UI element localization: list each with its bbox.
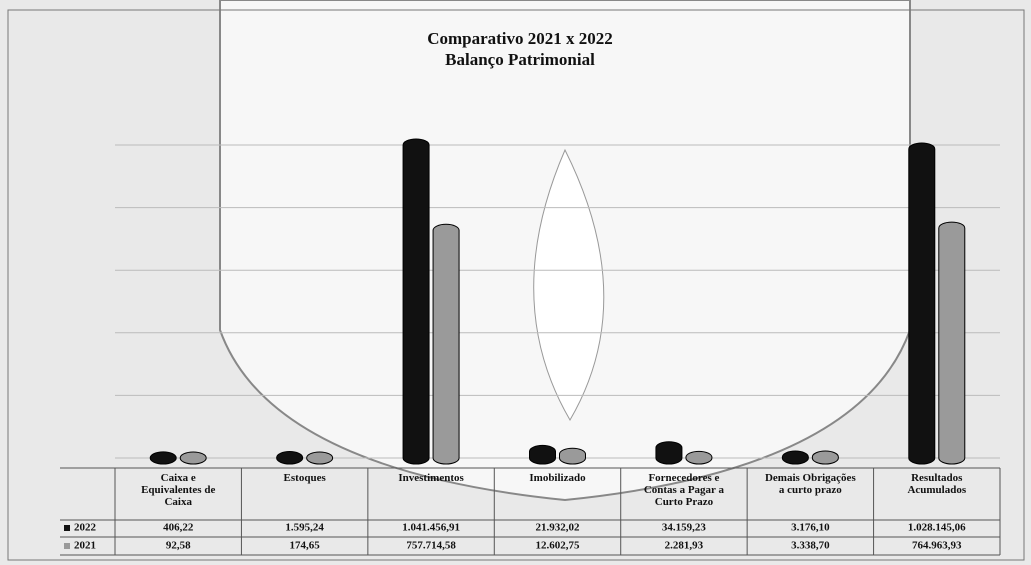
data-label: 406,22 xyxy=(163,522,194,534)
bar xyxy=(277,452,303,464)
data-label: 21.932,02 xyxy=(536,522,581,534)
data-label: 174,65 xyxy=(290,540,321,552)
x-tick-label: Investimentos xyxy=(398,472,464,484)
data-label: 12.602,75 xyxy=(536,540,581,552)
bar xyxy=(656,442,682,464)
data-label: 2.281,93 xyxy=(665,540,704,552)
bar xyxy=(812,451,838,464)
bar xyxy=(560,448,586,464)
bar xyxy=(150,452,176,464)
data-label: 764.963,93 xyxy=(912,540,962,552)
data-label: 92,58 xyxy=(166,540,191,552)
legend-key xyxy=(64,525,70,531)
bar xyxy=(939,222,965,464)
chart-subtitle: Balanço Patrimonial xyxy=(445,50,595,69)
bar xyxy=(530,445,556,464)
legend-label: 2021 xyxy=(74,540,96,552)
bar xyxy=(180,452,206,464)
data-label: 3.176,10 xyxy=(791,522,830,534)
data-label: 1.028.145,06 xyxy=(908,522,966,534)
bar xyxy=(782,451,808,464)
data-label: 1.595,24 xyxy=(285,522,324,534)
bar xyxy=(433,224,459,464)
data-label: 3.338,70 xyxy=(791,540,830,552)
legend-label: 2022 xyxy=(74,522,97,534)
chart-title: Comparativo 2021 x 2022 xyxy=(427,29,613,48)
data-label: 34.159,23 xyxy=(662,522,707,534)
bar xyxy=(403,139,429,464)
chart: Comparativo 2021 x 2022 Balanço Patrimon… xyxy=(0,0,1031,565)
x-tick-label: Imobilizado xyxy=(529,472,586,484)
data-label: 757.714,58 xyxy=(406,540,456,552)
bar xyxy=(909,143,935,464)
legend-key xyxy=(64,543,70,549)
x-tick-label: Estoques xyxy=(284,472,327,484)
bar xyxy=(686,451,712,464)
data-label: 1.041.456,91 xyxy=(402,522,460,534)
bar xyxy=(307,452,333,464)
